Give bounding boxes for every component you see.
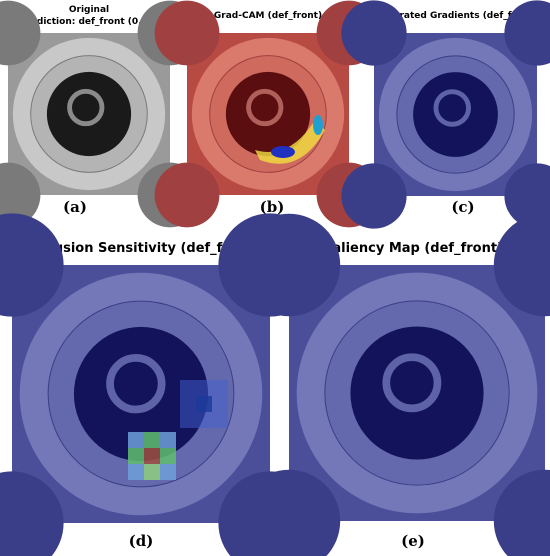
occlusion-cell — [144, 448, 160, 464]
panel-title: Grad-CAM (def_front) — [214, 11, 322, 21]
image-panel — [237, 213, 550, 556]
panel-title: Original — [69, 5, 109, 15]
corner — [237, 213, 341, 317]
occlusion-cell — [160, 432, 176, 448]
panel-title: Occlusion Sensitivity (def_front) — [23, 241, 259, 256]
hub — [433, 89, 471, 127]
panel-caption: (b) — [260, 198, 285, 216]
occlusion-cell — [128, 448, 144, 464]
panel-caption: (c) — [451, 198, 474, 216]
panel-caption: (d) — [129, 532, 154, 550]
inner-hole — [413, 72, 498, 157]
corner — [504, 0, 550, 66]
panel-caption: (a) — [63, 198, 87, 216]
hub — [67, 88, 105, 127]
corner — [0, 471, 64, 556]
corner — [341, 0, 407, 66]
panel-title: Integrated Gradients (def_front) — [373, 11, 537, 21]
occlusion-cell — [160, 448, 176, 464]
panel-caption: (e) — [401, 532, 425, 550]
corner — [0, 0, 41, 66]
image-panel — [341, 0, 550, 229]
corner — [341, 163, 407, 229]
inner-hole — [73, 326, 209, 462]
image-panel — [0, 213, 322, 556]
corner — [493, 469, 550, 556]
occlusion-cell — [144, 464, 160, 480]
image-panel — [0, 0, 203, 228]
inner-hole — [46, 71, 132, 157]
corner — [504, 163, 550, 229]
corner — [0, 162, 41, 228]
corner — [154, 162, 220, 228]
inner-hole — [350, 326, 484, 460]
inner-hole — [225, 71, 311, 157]
occlusion-cell — [196, 396, 212, 412]
corner — [493, 213, 550, 317]
panel-title: Saliency Map (def_front) — [323, 241, 503, 256]
occlusion-cell — [160, 464, 176, 480]
corner — [0, 213, 64, 317]
occlusion-cell — [128, 464, 144, 480]
heat-core — [271, 146, 295, 158]
panel-subtitle: Prediction: def_front (0.73) — [20, 17, 159, 27]
hub — [246, 88, 284, 127]
hub — [106, 354, 166, 414]
corner — [154, 0, 220, 66]
heat-core — [313, 115, 323, 135]
occlusion-cell — [128, 432, 144, 448]
occlusion-cell — [144, 432, 160, 448]
hub — [382, 353, 442, 413]
corner — [237, 469, 341, 556]
